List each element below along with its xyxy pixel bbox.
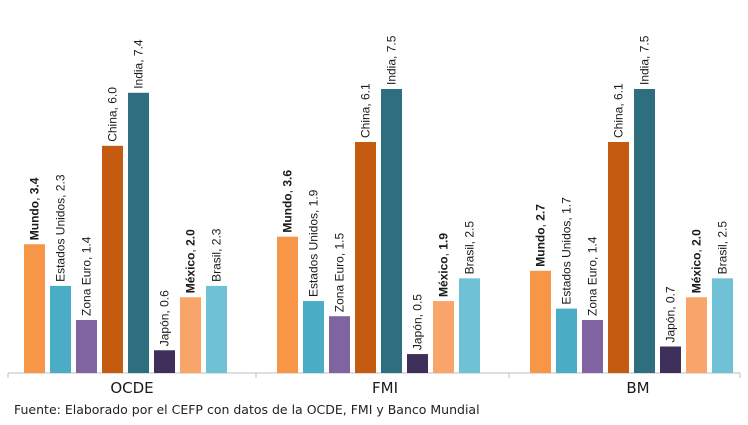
bar-value-label: India, 7.4: [132, 39, 146, 89]
bar-value-label: Zona Euro, 1.5: [333, 232, 347, 312]
source-note: Fuente: Elaborado por el CEFP con datos …: [14, 402, 480, 417]
bar-zona-euro: [329, 316, 350, 373]
bar-india: [634, 89, 655, 373]
bar-china: [608, 142, 629, 373]
bar-value-label: Mundo, 3.6: [281, 170, 295, 233]
bar-value-label: México, 2.0: [184, 229, 198, 293]
bar-m-xico: [686, 297, 707, 373]
bar-value-label: Zona Euro, 1.4: [80, 236, 94, 316]
bar-india: [381, 89, 402, 373]
bar-value-label: Zona Euro, 1.4: [586, 236, 600, 316]
bar-value-label: China, 6.1: [359, 83, 373, 138]
bar-mundo: [277, 236, 298, 373]
bar-value-label: China, 6.0: [106, 87, 120, 142]
bar-chart-svg: Mundo, 3.4 Estados Unidos, 2.3 Zona Euro, …: [7, 35, 741, 397]
bar-m-xico: [433, 301, 454, 373]
bar-zona-euro: [76, 319, 97, 373]
bar-value-label: India, 7.5: [638, 35, 652, 85]
bar-china: [102, 145, 123, 373]
bar-value-label: Brasil, 2.5: [716, 221, 730, 275]
bar-mundo: [530, 270, 551, 373]
category-label: FMI: [372, 379, 398, 397]
bar-m-xico: [180, 297, 201, 373]
bar-jap-n: [407, 354, 428, 373]
bar-estados-unidos: [50, 285, 71, 373]
bar-brasil: [206, 285, 227, 373]
bar-jap-n: [154, 350, 175, 373]
bar-brasil: [459, 278, 480, 373]
bar-value-label: Estados Unidos, 1.7: [560, 197, 574, 305]
category-label: OCDE: [110, 379, 153, 397]
bar-brasil: [712, 278, 733, 373]
bar-value-label: Mundo, 2.7: [534, 204, 548, 267]
bar-value-label: Japón, 0.6: [158, 290, 172, 346]
bar-value-label: Brasil, 2.3: [210, 228, 224, 282]
bar-value-label: México, 2.0: [690, 229, 704, 293]
bar-value-label: Brasil, 2.5: [463, 221, 477, 275]
bar-china: [355, 142, 376, 373]
bar-value-label: México, 1.9: [437, 233, 451, 297]
bar-estados-unidos: [303, 301, 324, 373]
bar-estados-unidos: [556, 308, 577, 373]
bar-value-label: China, 6.1: [612, 83, 626, 138]
bar-jap-n: [660, 346, 681, 373]
category-label: BM: [626, 379, 649, 397]
bar-value-label: India, 7.5: [385, 35, 399, 85]
bar-value-label: Mundo, 3.4: [28, 177, 42, 240]
bar-value-label: Estados Unidos, 1.9: [307, 189, 321, 297]
bar-zona-euro: [582, 319, 603, 373]
bar-value-label: Japón, 0.5: [411, 294, 425, 350]
bar-value-label: Estados Unidos, 2.3: [54, 174, 68, 282]
bar-mundo: [24, 244, 45, 373]
bar-value-label: Japón, 0.7: [664, 286, 678, 342]
bar-india: [128, 92, 149, 373]
